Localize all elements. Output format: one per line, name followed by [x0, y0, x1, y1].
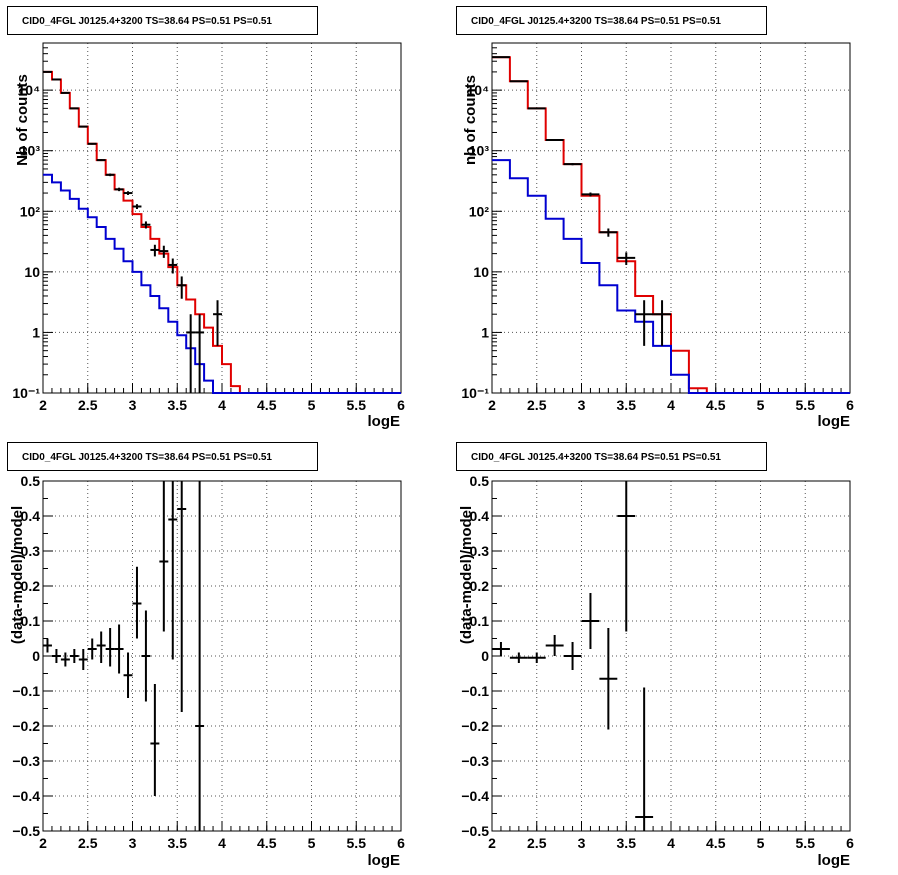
y-tick-label: 10	[473, 264, 489, 280]
x-axis-label: logE	[368, 413, 401, 430]
x-tick-label: 4.5	[257, 835, 277, 851]
y-tick-label: 10³	[469, 143, 490, 159]
y-tick-label: 0.3	[470, 543, 490, 559]
chart-title-box	[7, 6, 318, 35]
x-tick-label: 5.5	[796, 835, 816, 851]
y-tick-label: −0.2	[461, 718, 489, 734]
chart-panel-2: CID0_4FGL J0125.4+3200 TS=38.64 PS=0.51 …	[456, 6, 854, 430]
x-tick-label: 2.5	[527, 397, 547, 413]
y-tick-label: 0.4	[21, 508, 41, 524]
x-tick-label: 4	[667, 397, 675, 413]
x-tick-label: 3.5	[168, 835, 188, 851]
x-tick-label: 2.5	[78, 835, 98, 851]
series-data-points	[43, 481, 205, 831]
x-tick-label: 4.5	[706, 397, 726, 413]
chart-title-box	[7, 442, 318, 471]
y-tick-label: 0.4	[470, 508, 490, 524]
y-tick-label: 10⁻¹	[12, 385, 40, 401]
x-tick-label: 2	[488, 397, 496, 413]
x-tick-label: 2.5	[78, 397, 98, 413]
y-tick-label: −0.2	[12, 718, 40, 734]
y-tick-label: 0.1	[470, 613, 490, 629]
x-tick-label: 6	[397, 397, 405, 413]
x-tick-label: 3	[129, 397, 137, 413]
chart-title: CID0_4FGL J0125.4+3200 TS=38.64 PS=0.51 …	[471, 452, 721, 463]
y-tick-label: 1	[32, 324, 40, 340]
y-tick-label: −0.4	[12, 788, 40, 804]
series-data-points	[43, 70, 222, 393]
x-tick-label: 4	[218, 835, 226, 851]
series-total_model-histogram	[43, 70, 401, 394]
y-tick-label: −0.1	[461, 683, 489, 699]
x-tick-label: 3	[578, 835, 586, 851]
chart-panel-3: CID0_4FGL J0125.4+3200 TS=38.64 PS=0.51 …	[7, 442, 405, 869]
x-tick-label: 6	[846, 397, 854, 413]
y-axis-label: nb of counts	[462, 75, 479, 165]
y-tick-label: 10	[24, 264, 40, 280]
chart-title-box	[456, 6, 767, 35]
y-tick-label: 0	[481, 648, 489, 664]
y-tick-label: 10³	[20, 143, 41, 159]
y-tick-label: −0.5	[12, 823, 40, 839]
y-tick-label: 10²	[469, 203, 490, 219]
x-tick-label: 2.5	[527, 835, 547, 851]
x-tick-label: 4.5	[257, 397, 277, 413]
x-tick-label: 6	[397, 835, 405, 851]
y-tick-label: 0.5	[470, 473, 490, 489]
chart-title: CID0_4FGL J0125.4+3200 TS=38.64 PS=0.51 …	[22, 16, 272, 27]
x-tick-label: 3.5	[617, 397, 637, 413]
x-axis-label: logE	[368, 852, 401, 869]
x-tick-label: 5	[757, 835, 765, 851]
x-tick-label: 5	[757, 397, 765, 413]
y-tick-label: 0.5	[21, 473, 41, 489]
y-tick-label: −0.3	[12, 753, 40, 769]
chart-panel-1: CID0_4FGL J0125.4+3200 TS=38.64 PS=0.51 …	[7, 6, 405, 430]
series-partial_model-histogram	[492, 159, 850, 394]
chart-title: CID0_4FGL J0125.4+3200 TS=38.64 PS=0.51 …	[471, 16, 721, 27]
y-axis-label: (data-model)/model	[458, 506, 475, 644]
chart-title: CID0_4FGL J0125.4+3200 TS=38.64 PS=0.51 …	[22, 452, 272, 463]
y-tick-label: 10⁻¹	[461, 385, 489, 401]
x-tick-label: 2	[39, 835, 47, 851]
x-tick-label: 4	[667, 835, 675, 851]
series-partial_model-histogram	[43, 173, 401, 394]
x-tick-label: 5	[308, 835, 316, 851]
y-tick-label: −0.1	[12, 683, 40, 699]
y-tick-label: 10⁴	[18, 82, 41, 98]
x-tick-label: 4	[218, 397, 226, 413]
x-tick-label: 5.5	[796, 397, 816, 413]
x-tick-label: 5.5	[347, 835, 367, 851]
x-tick-label: 3	[129, 835, 137, 851]
y-tick-label: −0.5	[461, 823, 489, 839]
y-tick-label: 0	[32, 648, 40, 664]
y-tick-label: 1	[481, 324, 489, 340]
series-data-points	[492, 481, 654, 831]
y-tick-label: 0.1	[21, 613, 41, 629]
x-tick-label: 5.5	[347, 397, 367, 413]
x-tick-label: 5	[308, 397, 316, 413]
y-axis-label: (data-model)/model	[9, 506, 26, 644]
y-tick-label: 0.2	[470, 578, 490, 594]
chart-panel-4: CID0_4FGL J0125.4+3200 TS=38.64 PS=0.51 …	[456, 442, 854, 869]
x-tick-label: 6	[846, 835, 854, 851]
x-tick-label: 3.5	[168, 397, 188, 413]
x-tick-label: 2	[39, 397, 47, 413]
chart-title-box	[456, 442, 767, 471]
series-data-points	[492, 56, 671, 346]
y-tick-label: 0.3	[21, 543, 41, 559]
x-tick-label: 3.5	[617, 835, 637, 851]
x-axis-label: logE	[818, 852, 851, 869]
x-tick-label: 3	[578, 397, 586, 413]
y-tick-label: 10⁴	[467, 82, 490, 98]
y-tick-label: 10²	[20, 203, 41, 219]
x-tick-label: 4.5	[706, 835, 726, 851]
y-tick-label: −0.3	[461, 753, 489, 769]
y-tick-label: 0.2	[21, 578, 41, 594]
y-axis-label: Nb of counts	[14, 74, 31, 166]
x-tick-label: 2	[488, 835, 496, 851]
y-tick-label: −0.4	[461, 788, 489, 804]
x-axis-label: logE	[818, 413, 851, 430]
